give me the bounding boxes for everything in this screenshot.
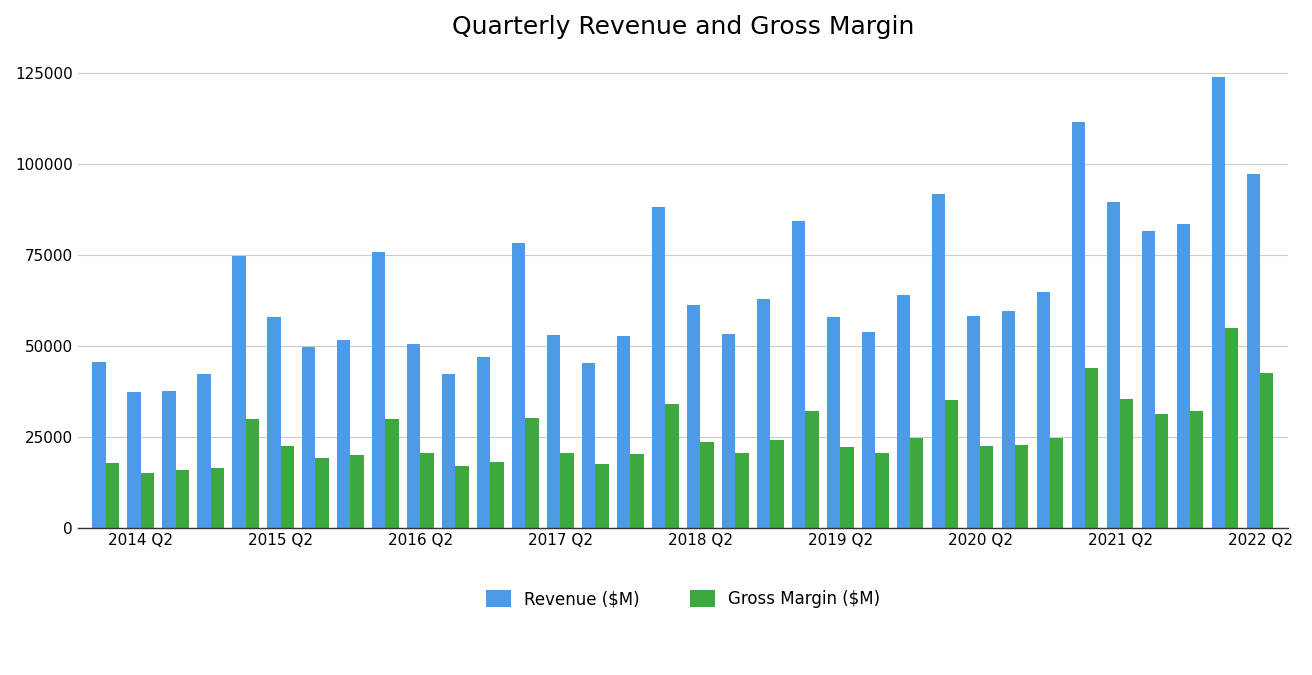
Bar [560, 453, 573, 528]
Bar [547, 335, 560, 528]
Bar [1036, 292, 1050, 528]
Bar [1212, 77, 1225, 528]
Bar [420, 453, 434, 528]
Bar [491, 462, 504, 528]
Bar [1050, 438, 1064, 528]
Bar [687, 305, 701, 528]
Bar [512, 243, 525, 528]
Bar [127, 392, 140, 528]
Bar [770, 440, 783, 528]
Bar [827, 317, 840, 528]
Bar [210, 468, 224, 528]
Bar [1072, 122, 1085, 528]
Bar [701, 442, 714, 528]
Bar [442, 374, 455, 528]
Bar [1015, 445, 1029, 528]
Bar [386, 418, 399, 528]
Bar [373, 252, 386, 528]
Bar [1260, 373, 1274, 528]
Bar [105, 462, 119, 528]
Bar [652, 207, 665, 528]
Bar [163, 392, 176, 528]
Title: Quarterly Revenue and Gross Margin: Quarterly Revenue and Gross Margin [451, 15, 914, 39]
Bar [1225, 328, 1239, 528]
Bar [596, 464, 609, 528]
Bar [92, 362, 105, 528]
Bar [630, 454, 644, 528]
Bar [407, 344, 420, 528]
Bar [932, 194, 945, 528]
Bar [583, 362, 596, 528]
Bar [478, 357, 491, 528]
Bar [1246, 174, 1260, 528]
Bar [1177, 225, 1190, 528]
Bar [281, 446, 294, 528]
Bar [455, 466, 468, 528]
Bar [735, 453, 749, 528]
Bar [140, 473, 154, 528]
Bar [980, 446, 993, 528]
Bar [1190, 410, 1203, 528]
Bar [1155, 414, 1169, 528]
Bar [1141, 232, 1155, 528]
Bar [862, 332, 875, 528]
Bar [315, 458, 329, 528]
Bar [897, 295, 911, 528]
Legend: Revenue ($M), Gross Margin ($M): Revenue ($M), Gross Margin ($M) [479, 583, 887, 615]
Bar [176, 470, 189, 528]
Bar [268, 317, 281, 528]
Bar [806, 411, 819, 528]
Bar [350, 456, 363, 528]
Bar [757, 299, 770, 528]
Bar [792, 221, 806, 528]
Bar [337, 340, 350, 528]
Bar [1085, 368, 1098, 528]
Bar [1107, 202, 1120, 528]
Bar [525, 418, 539, 528]
Bar [197, 375, 210, 528]
Bar [665, 404, 678, 528]
Bar [302, 347, 315, 528]
Bar [1002, 310, 1015, 528]
Bar [967, 316, 980, 528]
Bar [722, 334, 735, 528]
Bar [945, 400, 959, 528]
Bar [232, 256, 245, 528]
Bar [617, 336, 630, 528]
Bar [840, 448, 854, 528]
Bar [245, 419, 258, 528]
Bar [1120, 400, 1134, 528]
Bar [911, 438, 924, 528]
Bar [875, 453, 888, 528]
